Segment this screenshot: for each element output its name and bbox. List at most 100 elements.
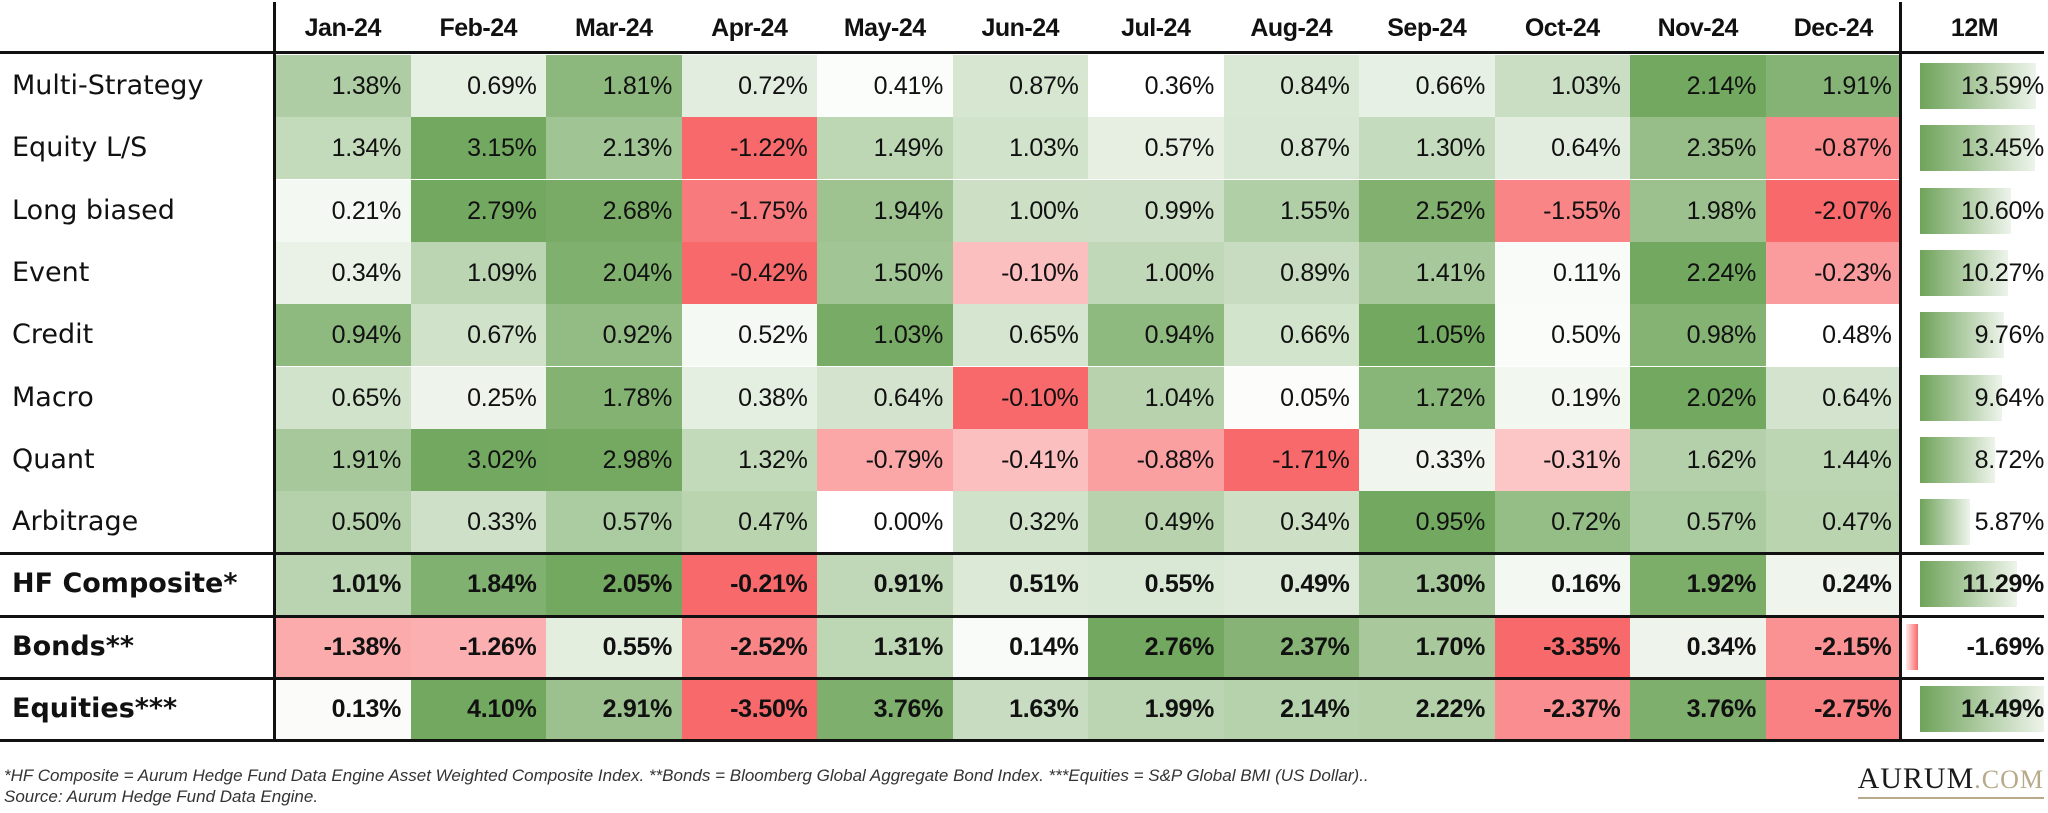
row-label: Macro <box>12 381 94 413</box>
heatmap-cell: 0.50% <box>1494 304 1631 367</box>
table-row-quant: Quant 1.91% 3.02% 2.98% 1.32% -0.79% -0.41% -0.… <box>0 428 2048 491</box>
heatmap-cell: 0.72% <box>1494 491 1631 554</box>
heatmap-cell: 2.24% <box>1630 241 1766 304</box>
total-12m-cell: 10.27% <box>1904 242 2048 304</box>
total-12m-value: 5.87% <box>1974 508 2045 537</box>
heatmap-cell: -2.75% <box>1765 678 1902 740</box>
heatmap-cell: -0.10% <box>952 241 1089 304</box>
column-header-may-24: May-24 <box>843 14 926 42</box>
heatmap-cell: 0.16% <box>1494 553 1631 616</box>
heatmap-cell: 0.49% <box>1088 491 1224 554</box>
heatmap-cell: 1.92% <box>1630 553 1766 616</box>
row-label: Equity L/S <box>12 132 148 164</box>
heatmap-cell: 0.34% <box>275 241 411 304</box>
column-header-oct-24: Oct-24 <box>1524 14 1600 42</box>
table-row-macro: Macro 0.65% 0.25% 1.78% 0.38% 0.64% -0.10% 1.04… <box>0 366 2048 429</box>
heatmap-cell: 1.62% <box>1630 428 1766 491</box>
heatmap-cell: 0.94% <box>1088 304 1224 367</box>
heatmap-cell: 0.49% <box>1223 553 1360 616</box>
logo-main: AURUM <box>1857 762 1975 795</box>
row-label: Multi-Strategy <box>12 70 204 101</box>
row-label: HF Composite* <box>12 568 238 600</box>
heatmap-cell: -1.71% <box>1223 428 1360 491</box>
data-bar-positive <box>1920 436 1995 483</box>
column-header-nov-24: Nov-24 <box>1657 14 1739 42</box>
heatmap-cell: 1.41% <box>1359 241 1495 304</box>
table-row-equities: Equities*** 0.13% 4.10% 2.91% -3.50% 3.76% 1.6… <box>0 678 2048 740</box>
heatmap-cell: 1.70% <box>1359 615 1495 678</box>
heatmap-cell: 0.94% <box>275 304 411 367</box>
heatmap-cell: 1.84% <box>410 553 547 616</box>
table-row-long-biased: Long biased 0.21% 2.79% 2.68% -1.75% 1.94% 1.0… <box>0 179 2048 242</box>
heatmap-cell: -1.55% <box>1494 179 1631 242</box>
total-12m-value: 13.45% <box>1961 134 2044 163</box>
heatmap-cell: 0.69% <box>410 55 547 117</box>
heatmap-cell: 2.14% <box>1630 55 1766 117</box>
heatmap-cell: 1.38% <box>275 55 411 117</box>
total-12m-value: -1.69% <box>1966 632 2045 661</box>
heatmap-cell: 0.66% <box>1359 55 1495 117</box>
heatmap-cell: 2.79% <box>410 179 547 242</box>
heatmap-cell: 0.47% <box>681 491 818 554</box>
column-divider <box>1899 2 1902 740</box>
row-divider <box>0 677 2044 680</box>
heatmap-cell: -3.50% <box>681 678 818 740</box>
heatmap-cell: 0.65% <box>275 366 411 429</box>
heatmap-cell: 1.09% <box>410 241 547 304</box>
heatmap-cell: 0.21% <box>275 179 411 242</box>
heatmap-cell: 1.49% <box>817 117 953 180</box>
footnote-definitions: *HF Composite = Aurum Hedge Fund Data En… <box>4 766 1369 785</box>
heatmap-cell: 0.13% <box>275 678 411 740</box>
heatmap-cell: 0.41% <box>817 55 953 117</box>
column-header-aug-24: Aug-24 <box>1250 14 1333 42</box>
heatmap-cell: 0.67% <box>410 304 547 367</box>
column-header-jun-24: Jun-24 <box>981 14 1060 42</box>
heatmap-cell: 2.14% <box>1223 678 1360 740</box>
total-12m-value: 11.29% <box>1962 570 2044 599</box>
total-12m-cell: -1.69% <box>1904 616 2048 678</box>
column-header-mar-24: Mar-24 <box>574 14 653 42</box>
data-bar-positive <box>1920 374 2003 421</box>
heatmap-cell: 1.31% <box>817 615 953 678</box>
heatmap-cell: -0.88% <box>1088 428 1224 491</box>
heatmap-cell: 2.98% <box>546 428 682 491</box>
heatmap-cell: -0.41% <box>952 428 1089 491</box>
heatmap-cell: 2.02% <box>1630 366 1766 429</box>
heatmap-cell: 0.64% <box>817 366 953 429</box>
row-divider <box>0 615 2044 618</box>
heatmap-cell: 0.25% <box>410 366 547 429</box>
column-header-12m: 12M <box>1950 14 1999 42</box>
total-12m-value: 10.27% <box>1961 258 2044 287</box>
heatmap-cell: 1.00% <box>1088 241 1224 304</box>
heatmap-cell: 1.81% <box>546 55 682 117</box>
heatmap-cell: 0.87% <box>952 55 1089 117</box>
data-bar-positive <box>1920 499 1971 546</box>
heatmap-cell: 1.01% <box>275 553 411 616</box>
heatmap-cell: -2.07% <box>1765 179 1902 242</box>
row-divider <box>0 739 2044 742</box>
heatmap-cell: -1.38% <box>275 615 411 678</box>
heatmap-cell: 0.57% <box>1630 491 1766 554</box>
heatmap-cell: 0.57% <box>1088 117 1224 180</box>
heatmap-cell: 1.63% <box>952 678 1089 740</box>
heatmap-cell: 0.55% <box>546 615 682 678</box>
heatmap-cell: 2.68% <box>546 179 682 242</box>
heatmap-cell: 0.64% <box>1765 366 1902 429</box>
heatmap-cell: 0.11% <box>1494 241 1631 304</box>
row-label: Credit <box>12 319 94 351</box>
heatmap-cell: 1.99% <box>1088 678 1224 740</box>
heatmap-cell: 1.91% <box>275 428 411 491</box>
heatmap-cell: 2.37% <box>1223 615 1360 678</box>
column-header-feb-24: Feb-24 <box>439 14 518 42</box>
heatmap-cell: 0.57% <box>546 491 682 554</box>
heatmap-cell: 2.35% <box>1630 117 1766 180</box>
heatmap-cell: 0.14% <box>952 615 1089 678</box>
heatmap-cell: -2.52% <box>681 615 818 678</box>
heatmap-cell: -0.23% <box>1765 241 1902 304</box>
heatmap-cell: -3.35% <box>1494 615 1631 678</box>
heatmap-cell: 0.36% <box>1088 55 1224 117</box>
heatmap-cell: -0.31% <box>1494 428 1631 491</box>
column-header-sep-24: Sep-24 <box>1387 14 1467 42</box>
total-12m-value: 13.59% <box>1961 72 2044 100</box>
heatmap-cell: 0.64% <box>1494 117 1631 180</box>
